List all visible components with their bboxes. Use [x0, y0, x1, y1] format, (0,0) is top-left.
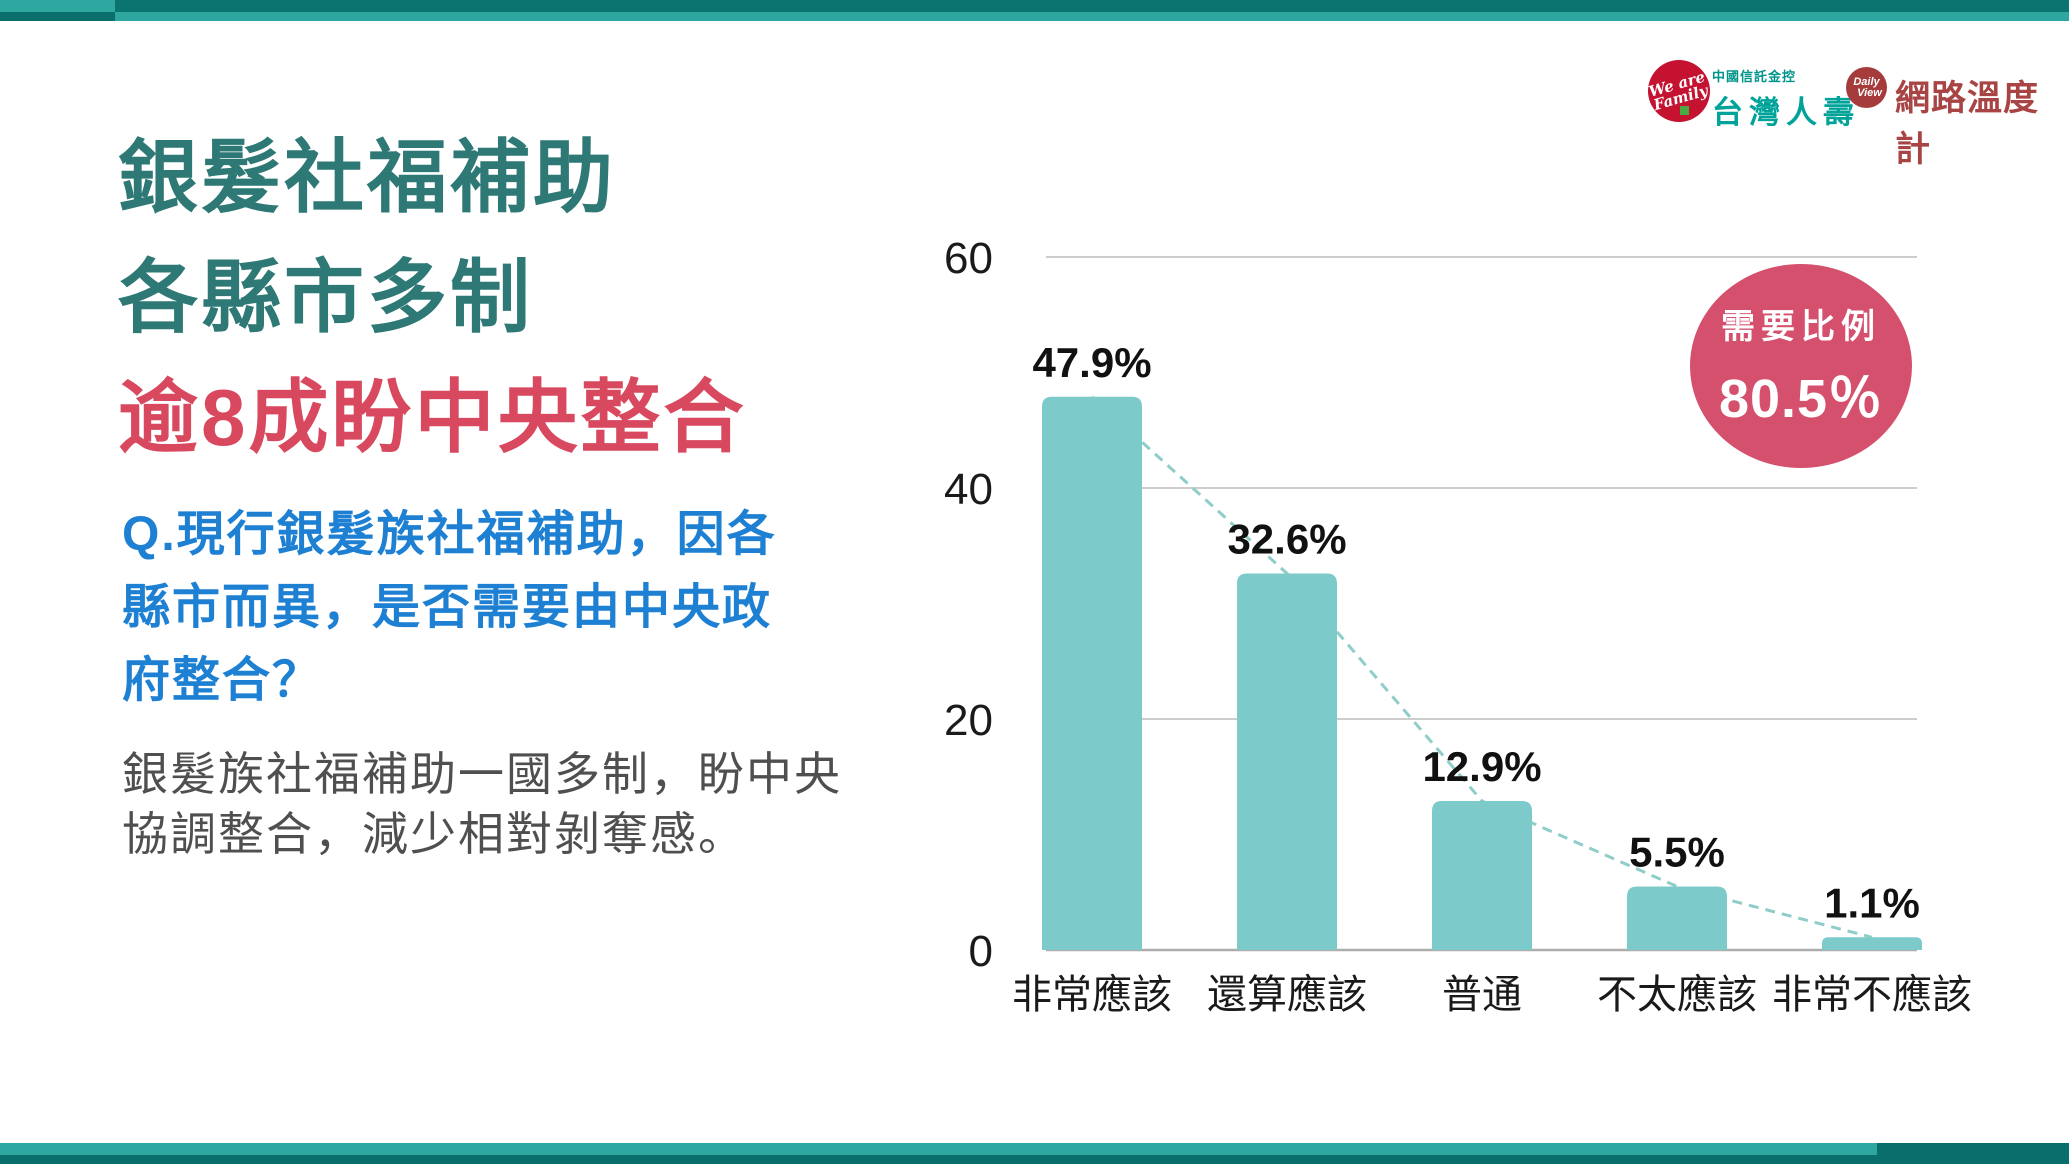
title-line-2: 各縣市多制	[118, 253, 533, 342]
top-band-left-light	[0, 0, 115, 12]
ctbc-holding-name: 中國信託金控	[1712, 69, 1797, 84]
badge-value: 80.5％	[1718, 369, 1884, 429]
x-category-label-非常應該: 非常應該	[1012, 973, 1172, 1017]
bar-非常應該	[1042, 396, 1142, 950]
bottom-band-light	[0, 1143, 1877, 1155]
dailyview-logo-line1: Daily	[1853, 75, 1880, 88]
bar-還算應該	[1237, 573, 1337, 950]
summary-text: 銀髮族社福補助一國多制，盼中央協調整合，減少相對剝奪感。	[122, 748, 842, 860]
bar-value-label-不太應該: 5.5%	[1629, 828, 1725, 875]
ctbc-we-are-family-logo-icon: We are Family	[1647, 60, 1710, 122]
need-ratio-badge: 需要比例 80.5％	[1690, 264, 1912, 468]
y-tick-label-40: 40	[944, 465, 993, 514]
y-tick-label-20: 20	[944, 696, 993, 745]
y-tick-label-60: 60	[944, 234, 993, 283]
taiwan-life-logotype: 中國信託金控 台灣人壽	[1712, 66, 1860, 132]
y-tick-label-0: 0	[969, 927, 993, 976]
taiwan-life-brand-name: 台灣人壽	[1712, 95, 1860, 130]
ctbc-green-square-icon	[1680, 106, 1689, 115]
x-category-label-非常不應該: 非常不應該	[1772, 973, 1972, 1017]
survey-question: Q.現行銀髮族社福補助，因各縣市而異，是否需要由中央政府整合？	[122, 508, 777, 707]
dailyview-brand-name: 網路溫度計	[1895, 79, 2040, 169]
bar-value-label-普通: 12.9%	[1422, 743, 1541, 790]
slide-title: 銀髮社福補助 各縣市多制 逾8成盼中央整合	[118, 118, 747, 478]
dailyview-logo-line2: View	[1857, 86, 1882, 99]
bottom-band-dark	[0, 1155, 1877, 1164]
dailyview-logo-icon: Daily View	[1846, 67, 1887, 108]
x-category-label-普通: 普通	[1442, 973, 1522, 1017]
top-band-light	[115, 12, 2069, 21]
bar-普通	[1432, 801, 1532, 950]
title-line-1: 銀髮社福補助	[118, 133, 616, 222]
badge-label: 需要比例	[1721, 308, 1881, 346]
top-band-left-dark	[0, 12, 115, 21]
bar-value-label-非常不應該: 1.1%	[1824, 879, 1920, 926]
x-category-label-還算應該: 還算應該	[1207, 973, 1367, 1017]
bar-value-label-非常應該: 47.9%	[1032, 339, 1151, 386]
bar-value-label-還算應該: 32.6%	[1227, 515, 1346, 562]
title-line-3: 逾8成盼中央整合	[118, 373, 747, 462]
bottom-band-right-dark	[1877, 1143, 2069, 1164]
bar-不太應該	[1627, 886, 1727, 950]
x-category-label-不太應該: 不太應該	[1597, 973, 1757, 1017]
bar-非常不應該	[1822, 937, 1922, 950]
top-band-dark	[115, 0, 2069, 12]
